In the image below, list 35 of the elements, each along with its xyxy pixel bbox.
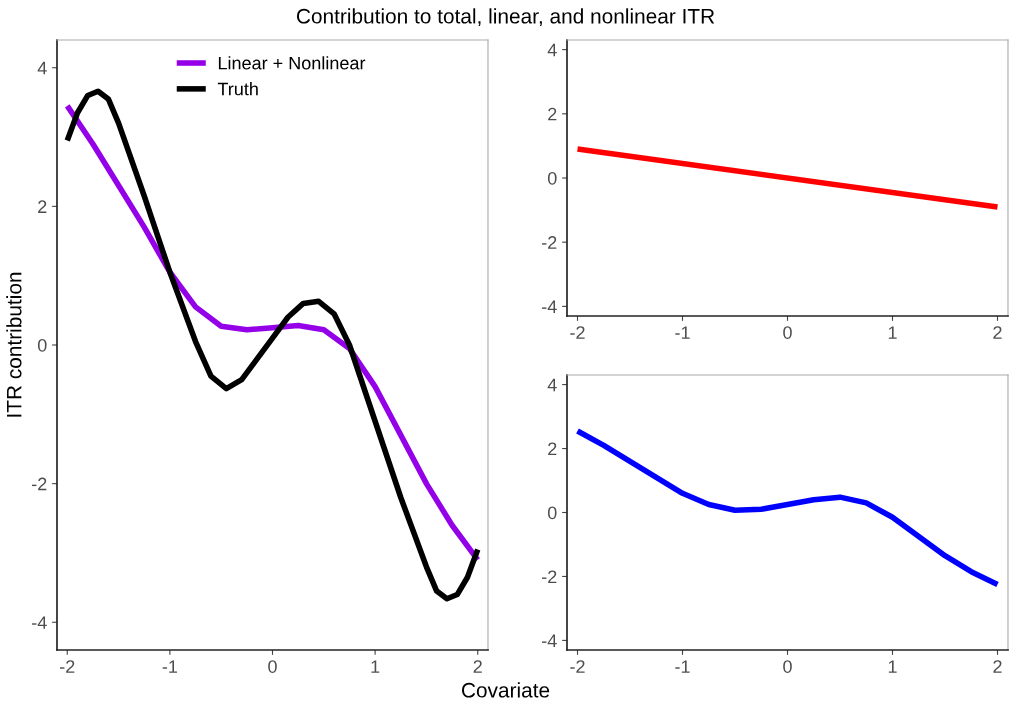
x-tick-label: 0 [783,660,792,673]
y-tick-label: 0 [547,171,557,185]
x-tick-label: -2 [570,660,585,673]
y-tick-label: -2 [542,570,557,583]
x-tick-label: -1 [675,660,690,673]
x-tick-label: 2 [473,660,482,673]
legend-label: Linear + Nonlinear [218,56,366,70]
y-tick-label: 4 [547,378,557,392]
y-tick-label: -4 [32,616,47,629]
y-tick-label: -4 [542,300,557,313]
legend-label: Truth [217,82,258,96]
x-tick-label: 2 [993,660,1002,673]
y-tick-label: 2 [548,442,557,456]
y-tick-label: -4 [542,634,557,647]
x-tick-label: 0 [268,660,277,673]
y-tick-label: 2 [38,200,47,213]
x-tick-label: 0 [783,326,792,339]
x-tick-label: 1 [371,660,380,673]
y-tick-label: 0 [37,338,47,352]
x-axis-title: Covariate [461,682,550,698]
chart-title: Contribution to total, linear, and nonlinear ITR [296,8,715,27]
y-tick-label: 4 [37,61,47,75]
x-tick-label: -1 [675,326,690,339]
y-tick-label: -2 [542,236,557,249]
y-tick-label: 2 [548,107,557,121]
x-tick-label: 2 [993,326,1002,339]
x-tick-label: 1 [888,660,897,673]
y-axis-title: ITR contribution [6,272,22,417]
x-tick-label: -1 [162,660,178,673]
x-tick-label: 1 [888,326,897,339]
y-tick-label: 0 [547,506,557,520]
x-tick-label: -2 [60,660,75,673]
x-tick-label: -2 [570,326,585,339]
y-tick-label: 4 [547,43,557,57]
y-tick-label: -2 [32,477,47,491]
